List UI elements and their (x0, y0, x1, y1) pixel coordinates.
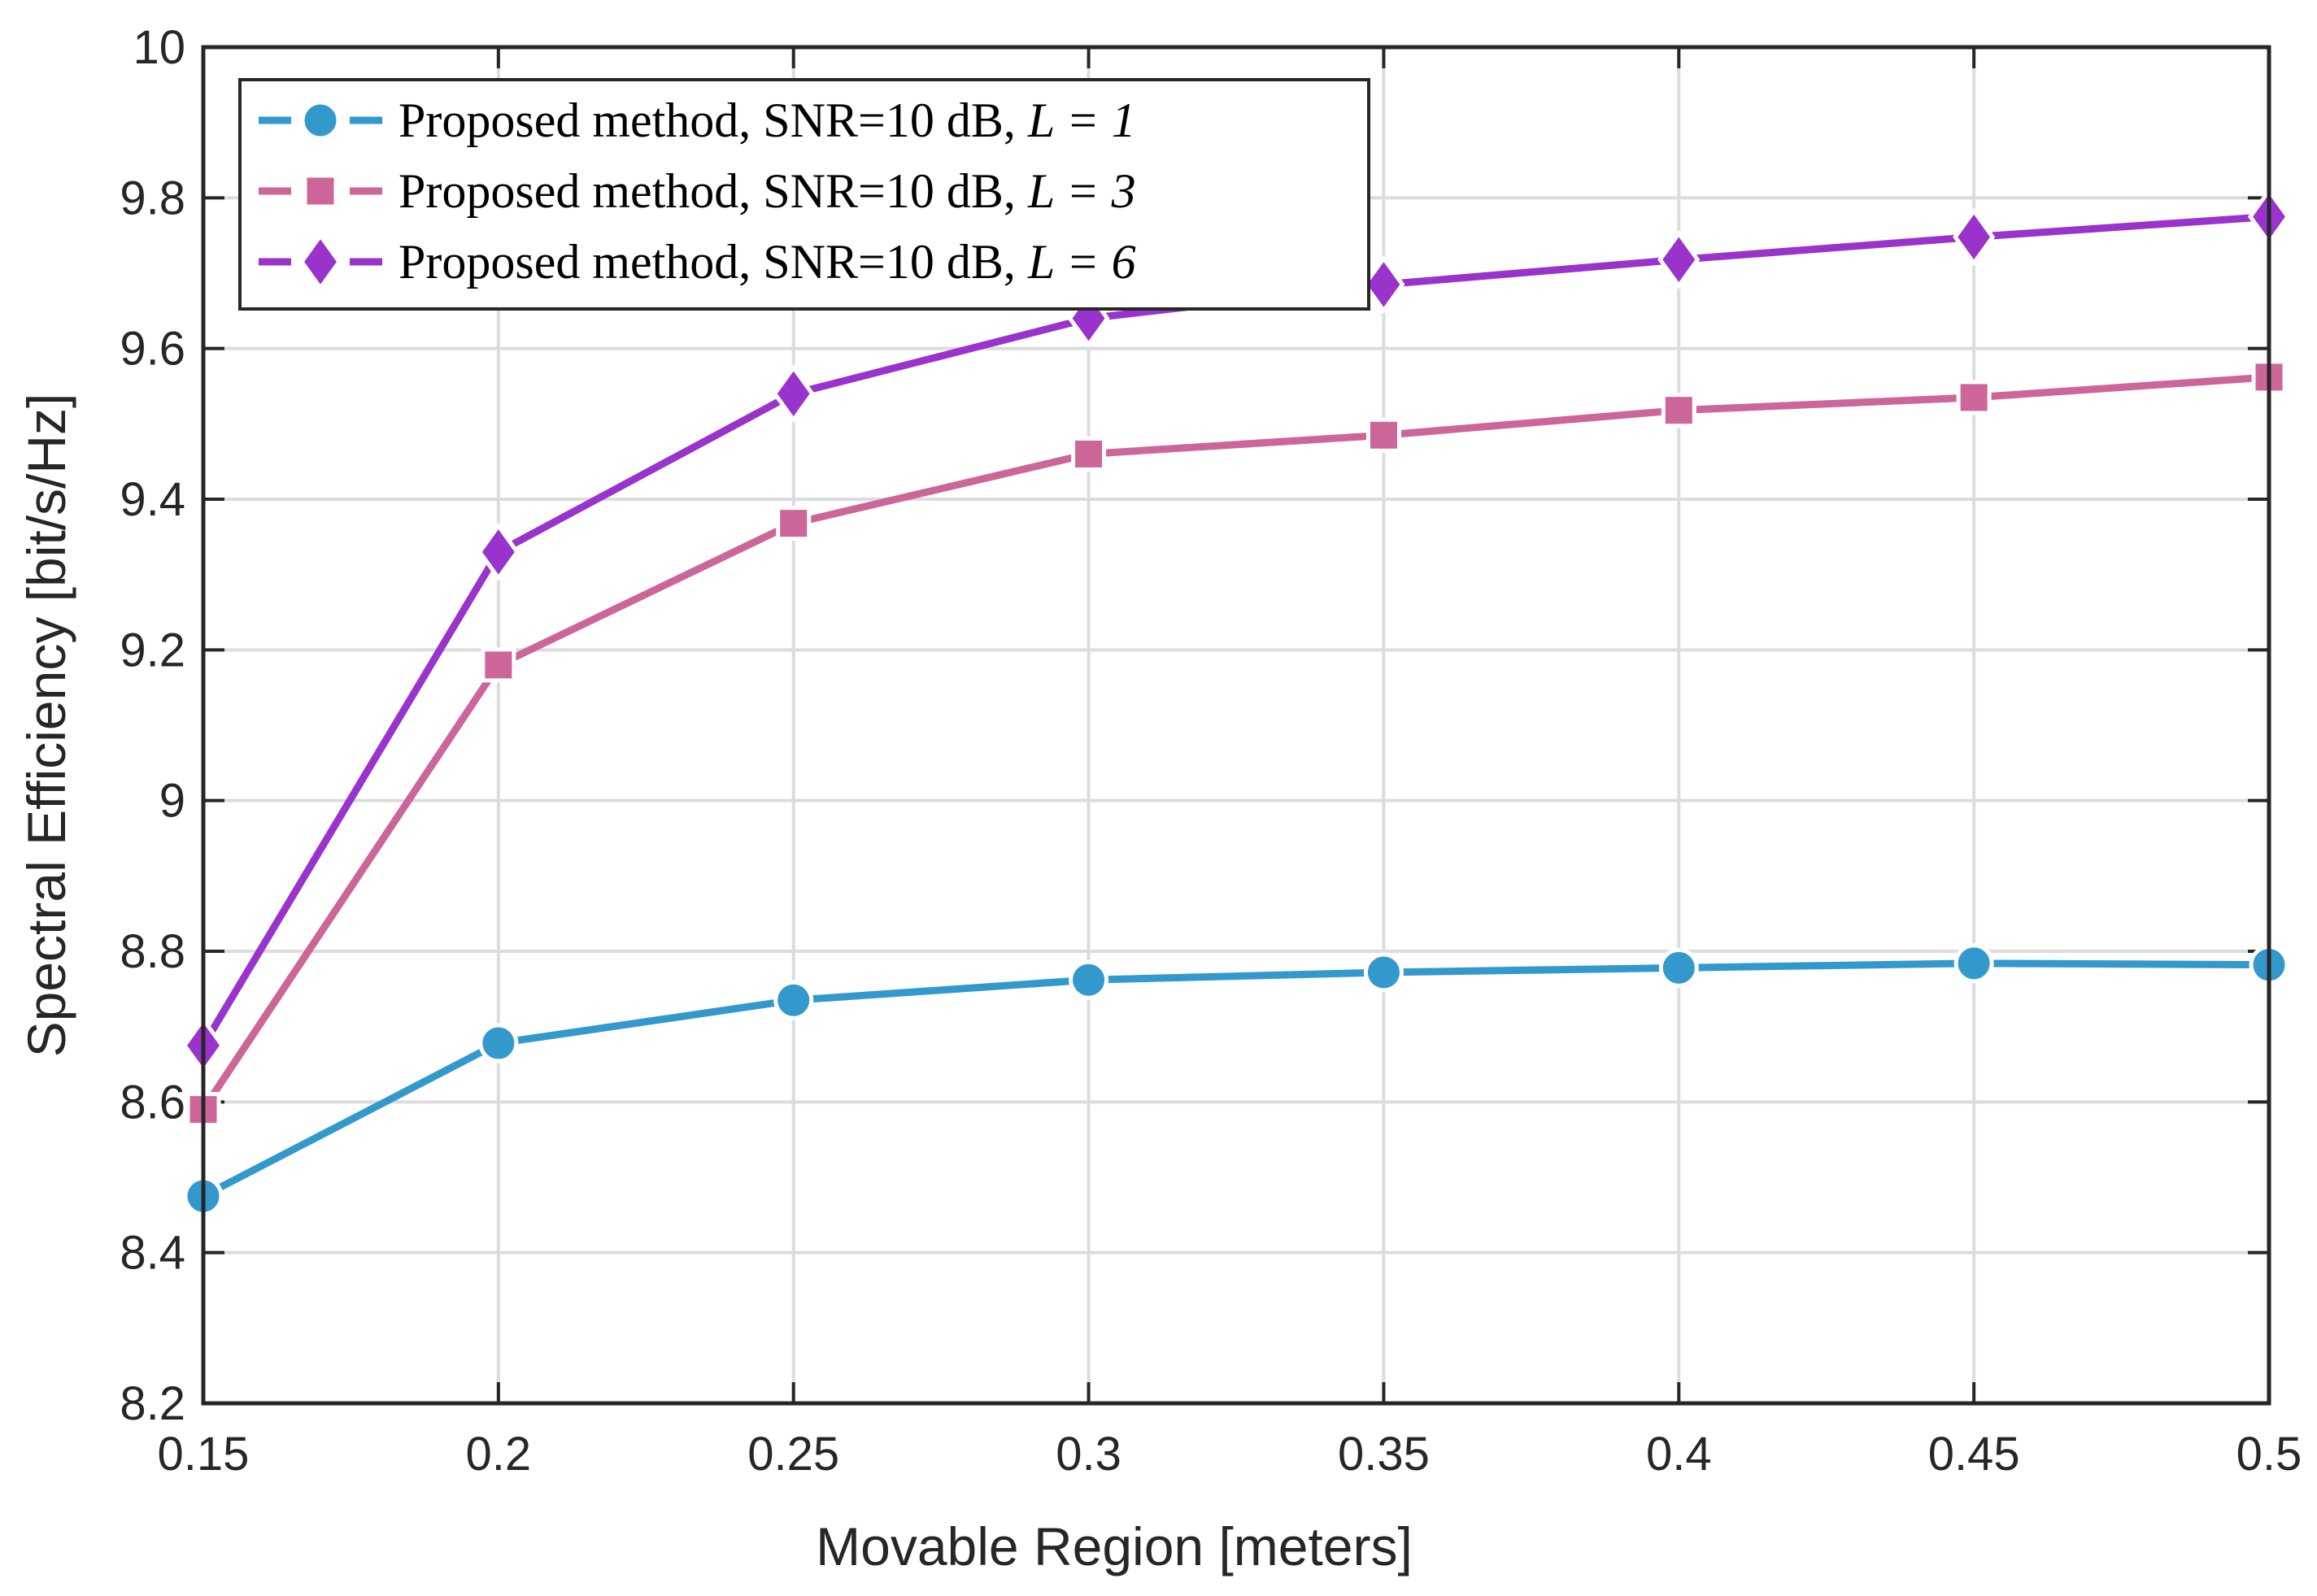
series-1-point (1363, 952, 1404, 993)
series-1-point (1658, 947, 1699, 988)
series-2-point (1071, 436, 1107, 472)
legend-box (238, 78, 1370, 311)
x-tick-label: 0.3 (1056, 1428, 1121, 1481)
y-tick-label: 8.2 (120, 1377, 185, 1430)
x-tick-label: 0.2 (466, 1428, 532, 1481)
x-tick-label: 0.45 (1928, 1428, 2020, 1481)
legend-label-math: L = 3 (1027, 164, 1136, 218)
series-2-point (776, 506, 812, 541)
series-1-point (773, 980, 814, 1020)
series-3-point (1953, 207, 1996, 267)
legend-marker-2 (303, 173, 338, 209)
y-tick-label: 8.4 (120, 1227, 185, 1280)
x-tick-label: 0.4 (1646, 1428, 1712, 1481)
legend-label-text: Proposed method, SNR=10 dB, (399, 235, 1028, 289)
series-2-point (1956, 380, 1992, 415)
legend-label-1: Proposed method, SNR=10 dB, L = 1 (399, 93, 1136, 147)
legend-marker-1 (300, 100, 341, 141)
legend-label-math: L = 1 (1027, 93, 1136, 147)
legend-label-text: Proposed method, SNR=10 dB, (399, 164, 1028, 218)
legend-label-2: Proposed method, SNR=10 dB, L = 3 (399, 164, 1136, 218)
tick-labels: 0.15 0.2 0.25 0.3 0.35 0.4 0.45 0.5 8.2 8.4 8.6 8.8… (120, 21, 2302, 1481)
series-3-point (477, 522, 520, 582)
y-tick-label: 9 (159, 775, 185, 828)
series-3-point (1362, 254, 1405, 315)
series-3-point (1657, 230, 1701, 289)
x-tick-label: 0.5 (2236, 1428, 2302, 1481)
x-tick-label: 0.15 (158, 1428, 250, 1481)
x-axis-label: Movable Region [meters] (816, 1516, 1413, 1576)
y-tick-label: 9.8 (120, 172, 185, 224)
legend-label-math: L = 6 (1027, 235, 1136, 289)
x-tick-label: 0.25 (747, 1428, 839, 1481)
legend: Proposed method, SNR=10 dB, L = 1Propose… (238, 78, 1370, 311)
y-tick-label: 8.8 (120, 925, 185, 978)
legend-label-3: Proposed method, SNR=10 dB, L = 6 (399, 235, 1136, 289)
legend-marker-3 (298, 232, 342, 292)
y-tick-label: 9.4 (120, 473, 185, 526)
series-3-point (772, 363, 815, 424)
series-line-1 (201, 959, 2270, 1200)
legend-label-text: Proposed method, SNR=10 dB, (399, 93, 1028, 147)
y-axis-label: Spectral Efficiency [bit/s/Hz] (16, 394, 76, 1058)
series-1-point (1069, 959, 1109, 1000)
y-tick-label: 9.6 (120, 323, 185, 376)
series-line-2 (200, 373, 2270, 1112)
axes-box (201, 45, 2271, 1406)
x-tick-label: 0.35 (1338, 1428, 1430, 1481)
series-2-point (481, 647, 516, 683)
y-tick-label: 10 (133, 21, 185, 74)
series-1-point (478, 1023, 519, 1063)
y-tick-label: 8.6 (120, 1076, 185, 1129)
series-2-point (1365, 417, 1401, 453)
series-2-point (1661, 393, 1696, 428)
y-tick-label: 9.2 (120, 624, 185, 676)
series-1-point (1953, 943, 1994, 984)
